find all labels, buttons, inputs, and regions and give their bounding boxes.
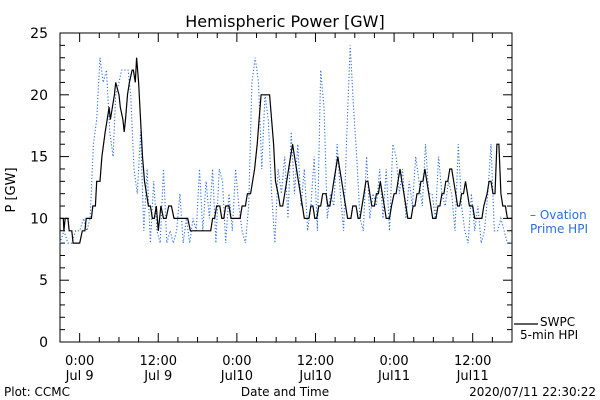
x-tick-label-date: Jul 9: [143, 369, 172, 384]
x-tick-label-date: Jul11: [456, 369, 489, 384]
legend-swpc-line1: SWPC: [540, 315, 575, 329]
y-tick-label: 0: [39, 335, 48, 351]
x-tick-label-date: Jul10: [220, 369, 253, 384]
y-tick-label: 20: [30, 88, 48, 104]
x-tick-label-time: 0:00: [222, 354, 251, 369]
plot-timestamp: 2020/07/11 22:30:22: [469, 385, 596, 399]
y-tick-label: 15: [30, 150, 48, 166]
legend-swpc-line2: 5-min HPI: [520, 328, 578, 342]
x-tick-label-time: 12:00: [140, 354, 177, 369]
series-layer: [59, 45, 512, 246]
y-axis-label: P [GW]: [4, 167, 19, 212]
x-tick-label-time: 12:00: [454, 354, 491, 369]
x-tick-label-time: 0:00: [379, 354, 408, 369]
y-tick-label: 25: [30, 26, 48, 42]
x-tick-label-time: 0:00: [65, 354, 94, 369]
x-tick-label-date: Jul 9: [65, 369, 94, 384]
chart-title: Hemispheric Power [GW]: [185, 12, 384, 31]
x-tick-label-date: Jul10: [298, 369, 331, 384]
y-tick-label: 10: [30, 211, 48, 227]
legend-ovation-line2: Prime HPI: [530, 222, 588, 236]
series-ovation-prime-line: [59, 45, 512, 246]
y-tick-label: 5: [39, 273, 48, 289]
legend-ovation-line1: – Ovation: [530, 208, 587, 222]
x-tick-label-date: Jul11: [377, 369, 410, 384]
plot-credit: Plot: CCMC: [4, 385, 70, 399]
plot-frame: [59, 32, 513, 343]
series-swpc-line: [60, 57, 512, 244]
x-tick-label-time: 12:00: [297, 354, 334, 369]
x-axis-label: Date and Time: [241, 385, 329, 399]
